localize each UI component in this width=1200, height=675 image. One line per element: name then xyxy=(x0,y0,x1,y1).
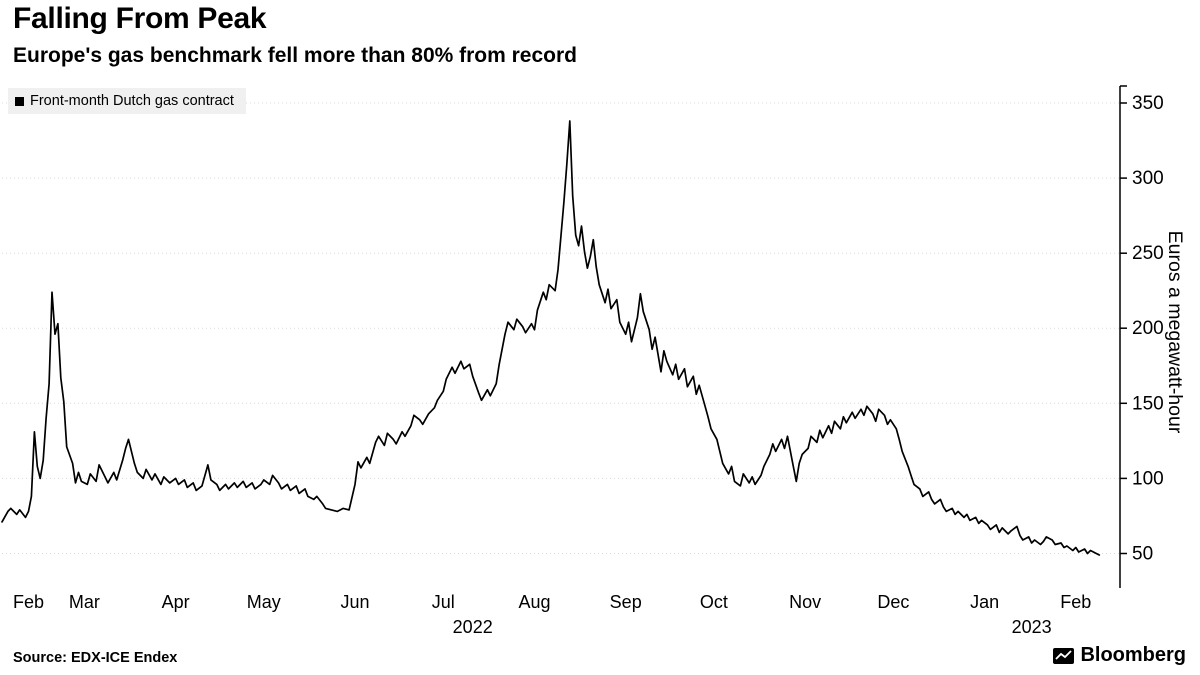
x-year-label: 2023 xyxy=(1012,617,1052,637)
y-tick-label: 200 xyxy=(1132,318,1164,339)
x-tick-label: Oct xyxy=(700,592,728,612)
x-tick-label: Feb xyxy=(13,592,44,612)
x-tick-label: Nov xyxy=(789,592,821,612)
bloomberg-wordmark: Bloomberg xyxy=(1080,644,1186,666)
x-tick-label: Dec xyxy=(877,592,909,612)
chart-title: Falling From Peak xyxy=(13,2,267,35)
bloomberg-logo: Bloomberg xyxy=(1053,644,1186,667)
y-tick-label: 350 xyxy=(1132,93,1164,114)
bloomberg-chart-icon xyxy=(1053,647,1075,664)
x-tick-label: May xyxy=(247,592,281,612)
x-tick-label: Mar xyxy=(69,592,100,612)
source-credit: Source: EDX-ICE Endex xyxy=(13,650,178,666)
x-tick-label: Jun xyxy=(340,592,369,612)
price-line xyxy=(1,120,1101,556)
y-tick-label: 50 xyxy=(1132,544,1153,565)
x-tick-label: Apr xyxy=(162,592,190,612)
legend-square-icon xyxy=(15,96,24,106)
x-tick-label: Sep xyxy=(610,592,642,612)
legend: Front-month Dutch gas contract xyxy=(8,88,246,114)
x-tick-label: Aug xyxy=(518,592,550,612)
legend-label: Front-month Dutch gas contract xyxy=(30,93,234,109)
chart-subtitle: Europe's gas benchmark fell more than 80… xyxy=(13,44,577,67)
x-tick-label: Jan xyxy=(970,592,999,612)
y-tick-label: 250 xyxy=(1132,243,1164,264)
x-tick-label: Jul xyxy=(432,592,455,612)
y-tick-label: 150 xyxy=(1132,393,1164,414)
y-tick-label: 300 xyxy=(1132,168,1164,189)
y-tick-label: 100 xyxy=(1132,468,1164,489)
x-tick-label: Feb xyxy=(1060,592,1091,612)
x-year-label: 2022 xyxy=(453,617,493,637)
y-axis-title: Euros a megawatt-hour xyxy=(1164,230,1186,434)
